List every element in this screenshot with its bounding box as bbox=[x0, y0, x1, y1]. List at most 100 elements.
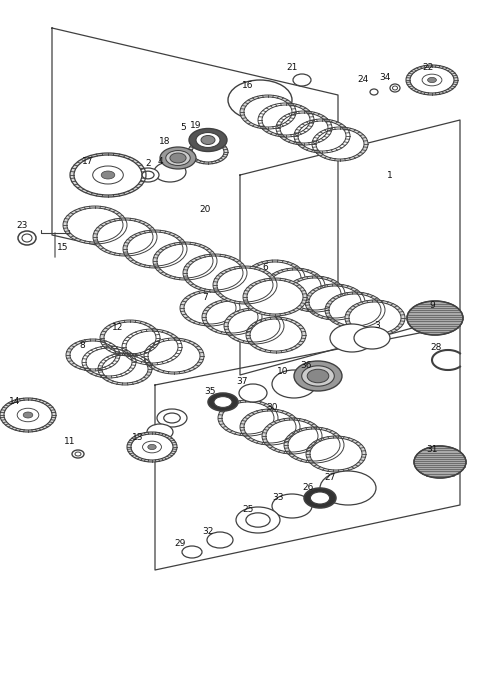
Ellipse shape bbox=[312, 127, 368, 161]
Text: 24: 24 bbox=[358, 75, 369, 84]
Text: 25: 25 bbox=[242, 506, 254, 514]
Text: 19: 19 bbox=[190, 121, 202, 129]
Text: 30: 30 bbox=[266, 404, 278, 412]
Ellipse shape bbox=[18, 231, 36, 245]
Ellipse shape bbox=[428, 78, 436, 83]
Ellipse shape bbox=[244, 97, 292, 127]
Ellipse shape bbox=[184, 292, 236, 324]
Ellipse shape bbox=[170, 153, 186, 163]
Text: 14: 14 bbox=[9, 398, 21, 406]
Ellipse shape bbox=[86, 348, 132, 376]
Ellipse shape bbox=[164, 413, 180, 423]
Ellipse shape bbox=[236, 507, 280, 533]
Ellipse shape bbox=[148, 444, 156, 450]
Ellipse shape bbox=[217, 268, 273, 302]
Ellipse shape bbox=[294, 119, 350, 153]
Text: 34: 34 bbox=[379, 73, 391, 82]
Ellipse shape bbox=[183, 254, 247, 292]
Ellipse shape bbox=[104, 322, 156, 354]
Text: 31: 31 bbox=[426, 446, 438, 454]
Ellipse shape bbox=[66, 339, 120, 371]
Ellipse shape bbox=[249, 262, 301, 294]
Ellipse shape bbox=[289, 278, 341, 310]
Text: 23: 23 bbox=[16, 220, 28, 230]
Ellipse shape bbox=[228, 80, 292, 120]
Text: 5: 5 bbox=[180, 123, 186, 133]
Ellipse shape bbox=[316, 129, 364, 159]
Text: 27: 27 bbox=[324, 474, 336, 483]
Ellipse shape bbox=[160, 147, 196, 169]
Ellipse shape bbox=[247, 280, 303, 314]
Text: 15: 15 bbox=[57, 243, 69, 253]
Ellipse shape bbox=[67, 208, 123, 242]
Text: 3: 3 bbox=[374, 321, 380, 330]
Ellipse shape bbox=[272, 494, 312, 518]
Ellipse shape bbox=[244, 411, 296, 443]
Ellipse shape bbox=[258, 103, 314, 137]
Ellipse shape bbox=[72, 450, 84, 458]
Ellipse shape bbox=[330, 324, 374, 352]
Ellipse shape bbox=[154, 162, 186, 182]
Ellipse shape bbox=[148, 340, 200, 372]
Ellipse shape bbox=[285, 276, 345, 312]
Ellipse shape bbox=[63, 206, 127, 244]
Ellipse shape bbox=[23, 412, 33, 418]
Text: 21: 21 bbox=[286, 63, 298, 73]
Text: 12: 12 bbox=[112, 324, 124, 332]
Ellipse shape bbox=[22, 234, 32, 242]
Ellipse shape bbox=[304, 488, 336, 508]
Ellipse shape bbox=[17, 408, 39, 422]
Ellipse shape bbox=[345, 300, 405, 336]
Ellipse shape bbox=[280, 113, 328, 143]
Ellipse shape bbox=[354, 327, 390, 349]
Text: 37: 37 bbox=[236, 377, 248, 386]
Ellipse shape bbox=[410, 67, 454, 93]
Ellipse shape bbox=[393, 86, 397, 90]
Text: 4: 4 bbox=[157, 158, 163, 166]
Ellipse shape bbox=[188, 140, 228, 164]
Ellipse shape bbox=[180, 290, 240, 326]
Ellipse shape bbox=[126, 331, 178, 363]
Ellipse shape bbox=[276, 111, 332, 145]
Ellipse shape bbox=[222, 402, 274, 434]
Text: 26: 26 bbox=[302, 483, 314, 493]
Ellipse shape bbox=[298, 121, 346, 151]
Ellipse shape bbox=[262, 105, 310, 135]
Ellipse shape bbox=[97, 220, 153, 254]
Ellipse shape bbox=[406, 65, 458, 95]
Ellipse shape bbox=[75, 452, 81, 456]
Ellipse shape bbox=[131, 434, 173, 460]
Ellipse shape bbox=[127, 232, 183, 266]
Text: 10: 10 bbox=[277, 367, 289, 377]
Ellipse shape bbox=[153, 242, 217, 280]
Ellipse shape bbox=[82, 346, 136, 378]
Text: 17: 17 bbox=[82, 158, 94, 166]
Ellipse shape bbox=[306, 436, 366, 472]
Text: 13: 13 bbox=[132, 433, 144, 443]
Ellipse shape bbox=[422, 74, 442, 86]
Ellipse shape bbox=[207, 532, 233, 548]
Ellipse shape bbox=[137, 168, 159, 182]
Ellipse shape bbox=[302, 366, 334, 386]
Ellipse shape bbox=[269, 270, 321, 302]
Ellipse shape bbox=[320, 471, 376, 505]
Text: 7: 7 bbox=[202, 293, 208, 303]
Ellipse shape bbox=[240, 95, 296, 129]
Text: 33: 33 bbox=[272, 493, 284, 501]
Ellipse shape bbox=[250, 319, 302, 351]
Ellipse shape bbox=[262, 418, 322, 454]
Ellipse shape bbox=[266, 420, 318, 452]
Ellipse shape bbox=[246, 317, 306, 353]
Ellipse shape bbox=[102, 355, 148, 383]
Ellipse shape bbox=[329, 294, 381, 326]
Ellipse shape bbox=[0, 398, 56, 432]
Ellipse shape bbox=[239, 384, 267, 402]
Ellipse shape bbox=[127, 432, 177, 462]
Ellipse shape bbox=[272, 370, 316, 398]
Ellipse shape bbox=[187, 256, 243, 290]
Ellipse shape bbox=[218, 400, 278, 436]
Ellipse shape bbox=[284, 427, 344, 463]
Ellipse shape bbox=[325, 292, 385, 328]
Ellipse shape bbox=[201, 135, 215, 144]
Text: 20: 20 bbox=[199, 206, 211, 214]
